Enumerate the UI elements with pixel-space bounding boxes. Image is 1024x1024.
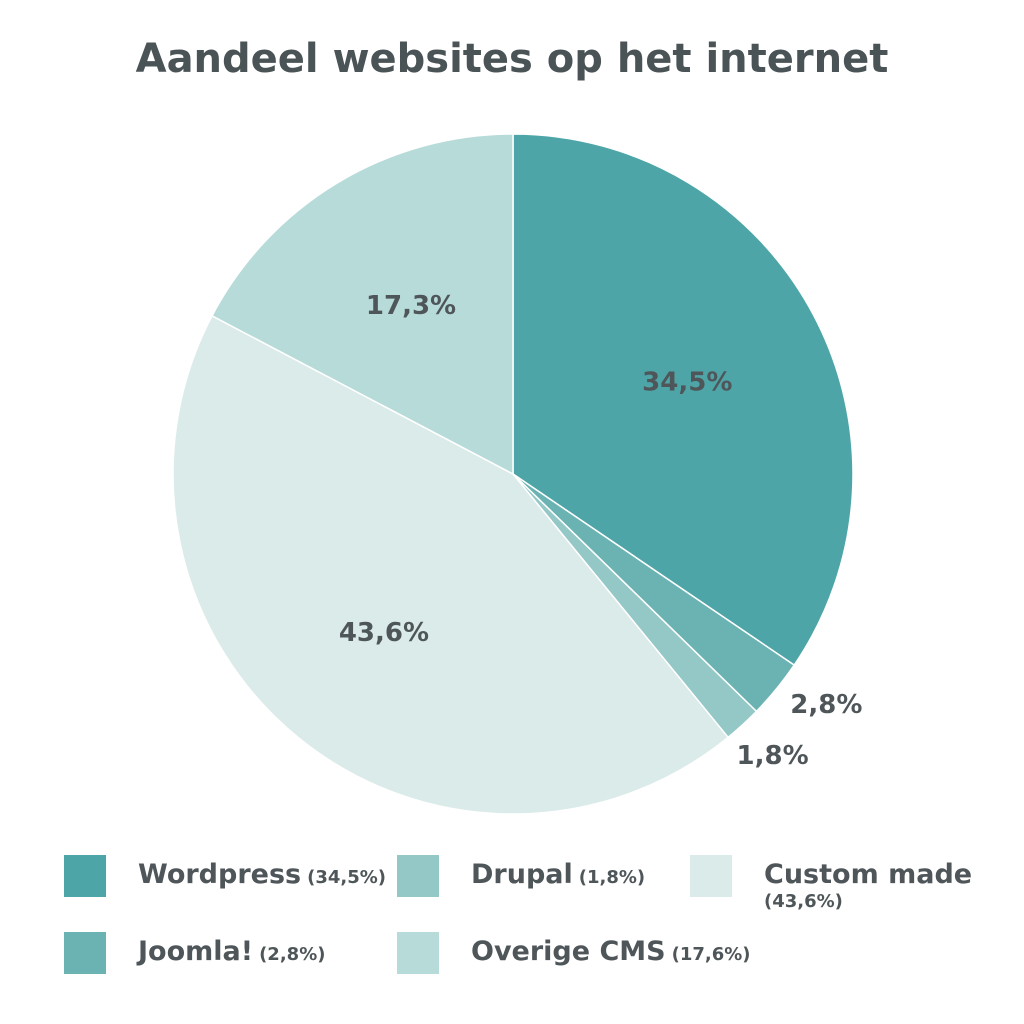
legend-name: Overige CMS bbox=[471, 936, 666, 967]
legend-percentage: (17,6%) bbox=[671, 944, 751, 965]
slice-custom-made bbox=[172, 314, 730, 815]
legend-swatch bbox=[64, 855, 106, 897]
legend-swatch bbox=[397, 855, 439, 897]
legend-name: Wordpress bbox=[138, 859, 302, 890]
slice-label: 17,3% bbox=[366, 291, 456, 321]
slice-wordpress bbox=[512, 133, 854, 667]
legend-percentage: (34,5%) bbox=[307, 867, 387, 888]
legend-item-wordpress: Wordpress (34,5%) bbox=[64, 855, 386, 897]
legend-item-overige-cms: Overige CMS (17,6%) bbox=[397, 932, 751, 974]
legend-name: Drupal bbox=[471, 859, 573, 890]
legend-swatch bbox=[690, 855, 732, 897]
legend-name: Joomla! bbox=[138, 936, 254, 967]
slice-label: 43,6% bbox=[339, 618, 429, 648]
legend-item-custom-made: Custom made (43,6%) bbox=[690, 855, 972, 913]
pie-chart: 34,5% 2,8% 1,8% 43,6% 17,3% bbox=[172, 133, 862, 815]
slice-overige-cms bbox=[211, 133, 514, 476]
legend-swatch bbox=[397, 932, 439, 974]
legend-item-joomla: Joomla! (2,8%) bbox=[64, 932, 325, 974]
slice-label: 2,8% bbox=[790, 690, 862, 720]
slice-label: 34,5% bbox=[642, 368, 732, 398]
legend-name: Custom made bbox=[764, 859, 973, 890]
legend-percentage: (2,8%) bbox=[259, 944, 326, 965]
slice-label: 1,8% bbox=[737, 741, 809, 771]
legend-percentage: (43,6%) bbox=[764, 891, 843, 913]
chart-title: Aandeel websites op het internet bbox=[135, 36, 889, 82]
legend-percentage: (1,8%) bbox=[578, 867, 646, 888]
legend-item-drupal: Drupal (1,8%) bbox=[397, 855, 645, 897]
legend-swatch bbox=[64, 932, 106, 974]
